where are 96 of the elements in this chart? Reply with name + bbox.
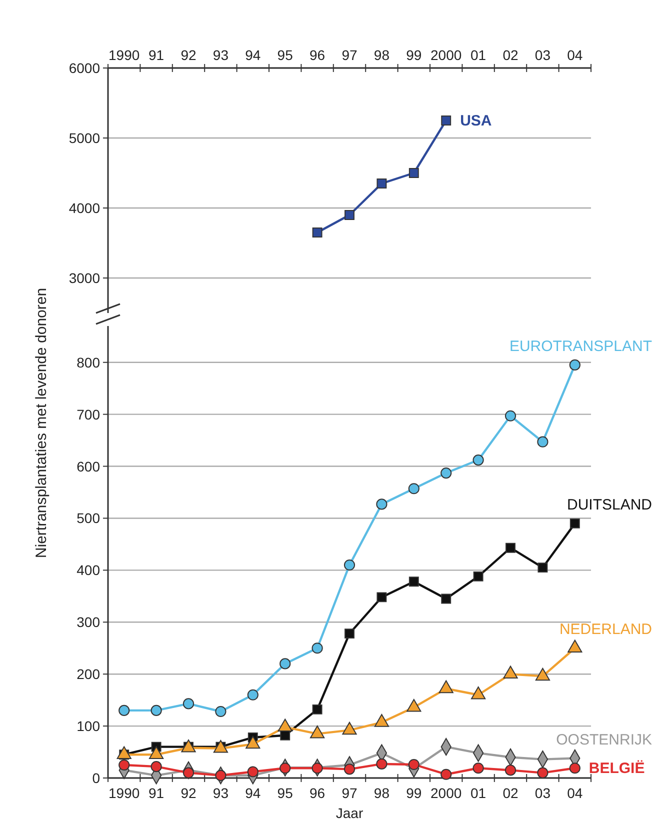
point — [150, 704, 162, 716]
x-tick-label: 02 — [502, 47, 518, 63]
y-tick-label: 4000 — [68, 200, 100, 216]
point — [344, 764, 356, 775]
point — [440, 768, 452, 780]
x-tick-label: 96 — [310, 785, 326, 801]
point — [376, 758, 388, 770]
series-label: EUROTRANSPLANT — [509, 338, 652, 355]
point — [312, 228, 322, 238]
x-tick-label: 01 — [470, 47, 486, 63]
point — [280, 762, 291, 774]
point — [118, 759, 130, 771]
point — [569, 359, 580, 370]
x-tick-label: 03 — [534, 785, 551, 801]
x-tick-label: 02 — [502, 785, 518, 801]
x-tick-label: 91 — [148, 785, 164, 801]
x-axis-title: Jaar — [336, 805, 364, 821]
point — [408, 576, 419, 587]
x-tick-label: 04 — [567, 47, 583, 63]
x-tick-label: 94 — [245, 47, 261, 63]
x-tick-label: 97 — [342, 785, 358, 801]
series-label: OOSTENRIJK — [556, 731, 652, 748]
x-tick-label: 97 — [342, 47, 358, 63]
x-tick-label: 92 — [180, 47, 196, 63]
point — [376, 498, 388, 510]
point — [538, 562, 548, 573]
y-axis-title: Niertransplantaties met levende donoren — [33, 288, 50, 558]
x-tick-label: 01 — [470, 785, 486, 801]
x-tick-label: 03 — [534, 47, 551, 63]
x-tick-label: 91 — [148, 47, 164, 63]
point — [569, 762, 580, 774]
x-tick-label: 1990 — [108, 47, 140, 63]
point — [440, 467, 452, 479]
y-tick-label: 300 — [76, 614, 100, 630]
y-tick-label: 700 — [76, 406, 100, 422]
x-tick-label: 93 — [212, 47, 229, 63]
point — [312, 762, 323, 774]
point — [441, 116, 452, 126]
x-tick-label: 92 — [180, 785, 196, 801]
point — [280, 730, 290, 740]
x-tick-label: 04 — [567, 785, 583, 801]
point — [537, 767, 548, 778]
point — [376, 178, 387, 188]
point — [182, 767, 194, 778]
point — [570, 518, 580, 528]
x-tick-label: 95 — [277, 47, 294, 63]
x-tick-label: 98 — [374, 47, 390, 63]
x-tick-label: 96 — [310, 47, 326, 63]
point — [344, 210, 354, 220]
point — [312, 642, 323, 654]
point — [504, 410, 516, 422]
point — [441, 594, 452, 604]
point — [408, 168, 419, 178]
x-tick-label: 93 — [212, 785, 229, 801]
point — [312, 704, 322, 714]
x-tick-label: 1990 — [108, 785, 140, 801]
point — [247, 689, 258, 700]
y-tick-label: 100 — [76, 718, 100, 734]
point — [215, 706, 226, 718]
y-tick-label: 800 — [76, 354, 100, 370]
y-tick-label: 600 — [76, 458, 100, 474]
series-label: DUITSLAND — [566, 496, 652, 514]
x-tick-label: 2000 — [430, 785, 462, 801]
point — [118, 704, 130, 716]
y-tick-label: 400 — [76, 562, 100, 578]
y-tick-label: 0 — [92, 770, 100, 786]
point — [504, 764, 516, 776]
point — [376, 592, 387, 602]
point — [506, 542, 516, 553]
point — [150, 761, 162, 772]
x-tick-label: 95 — [277, 785, 294, 801]
point — [247, 766, 258, 778]
x-tick-label: 2000 — [430, 47, 462, 63]
point — [408, 483, 420, 494]
point — [215, 770, 226, 781]
x-tick-label: 94 — [245, 785, 261, 801]
point — [537, 436, 548, 448]
point — [473, 571, 484, 582]
x-tick-label: 99 — [406, 785, 422, 801]
y-tick-label: 200 — [76, 666, 100, 682]
point — [472, 454, 484, 466]
y-tick-label: 5000 — [68, 130, 100, 146]
point — [182, 698, 194, 710]
point — [344, 559, 356, 571]
series-label: USA — [460, 112, 492, 130]
point — [472, 762, 484, 774]
x-tick-label: 99 — [406, 47, 422, 63]
series-label: NEDERLAND — [559, 621, 652, 638]
y-tick-label: 3000 — [68, 270, 100, 286]
point — [408, 758, 420, 770]
y-tick-label: 500 — [76, 510, 100, 526]
y-tick-label: 6000 — [68, 60, 100, 76]
x-tick-label: 98 — [374, 785, 390, 801]
series-label: BELGIË — [588, 760, 645, 778]
point — [280, 658, 291, 670]
point — [344, 628, 354, 639]
